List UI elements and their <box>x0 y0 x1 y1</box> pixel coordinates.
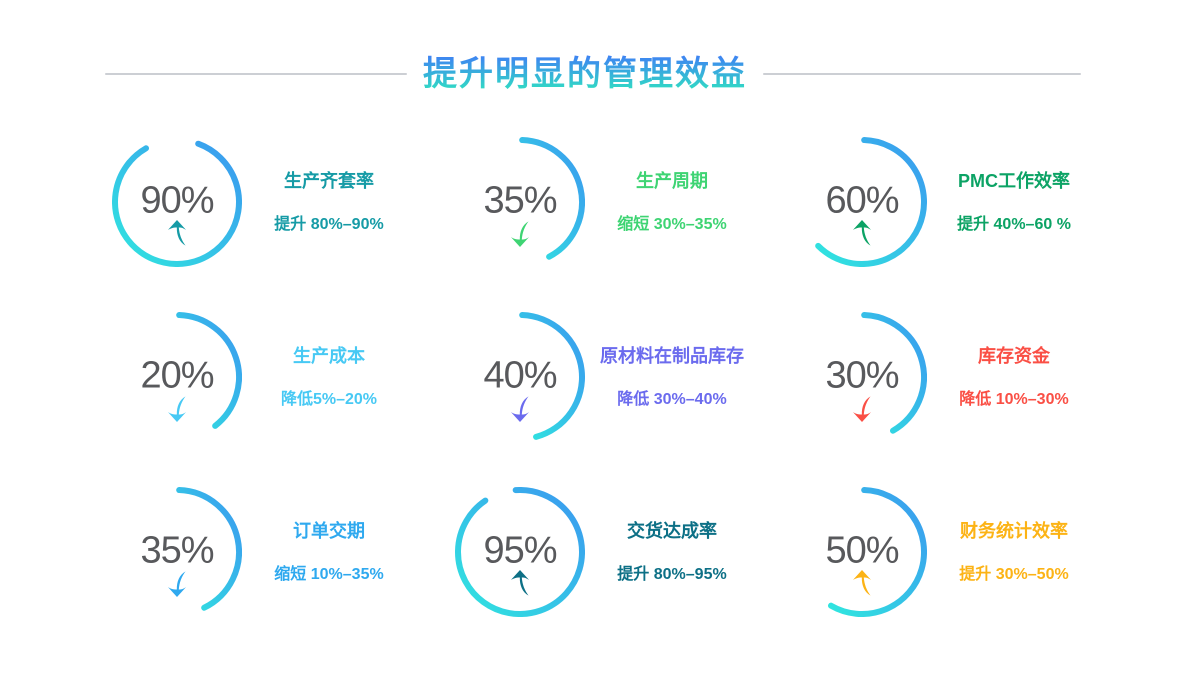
metric-card-production-kit-rate: 90% 生产齐套率 提升 80%–90% <box>112 137 455 267</box>
gauge-percent-value: 90% <box>140 179 214 222</box>
gauge-percent-value: 35% <box>483 179 557 222</box>
metric-change-range: 提升 40%–60 % <box>957 215 1071 233</box>
metric-change-range: 缩短 10%–35% <box>274 565 384 583</box>
metric-change-range: 提升 80%–90% <box>274 215 384 233</box>
gauge-ring: 90% <box>112 137 242 267</box>
metric-card-pmc-efficiency: 60% PMC工作效率 提升 40%–60 % <box>797 137 1140 267</box>
trend-down-icon <box>168 571 186 597</box>
gauge-percent-value: 30% <box>825 354 899 397</box>
gauge-arc <box>519 312 585 440</box>
metric-label-block: 原材料在制品库存 降低 30%–40% <box>585 312 759 442</box>
metrics-grid: 90% 生产齐套率 提升 80%–90% 35% 生产周期 缩短 30%–35% <box>112 137 1140 662</box>
gauge-ring: 30% <box>797 312 927 442</box>
gauge-percent-value: 95% <box>483 529 557 572</box>
metric-label-block: 库存资金 降低 10%–30% <box>927 312 1101 442</box>
slide-header: 提升明显的管理效益 <box>0 54 1186 95</box>
gauge-ring: 95% <box>455 487 585 617</box>
metric-title: 订单交期 <box>293 520 365 541</box>
metric-card-financial-statistics-efficiency: 50% 财务统计效率 提升 30%–50% <box>797 487 1140 617</box>
metric-label-block: 订单交期 缩短 10%–35% <box>242 487 416 617</box>
trend-down-icon <box>511 396 529 422</box>
trend-up-icon <box>511 570 529 596</box>
metric-title: 生产齐套率 <box>284 170 374 191</box>
metric-card-raw-material-wip-inventory: 40% 原材料在制品库存 降低 30%–40% <box>455 312 797 442</box>
trend-down-icon <box>853 396 871 422</box>
metric-title: 财务统计效率 <box>960 520 1068 541</box>
metric-title: 交货达成率 <box>627 520 717 541</box>
gauge-ring: 50% <box>797 487 927 617</box>
trend-up-icon <box>168 220 186 246</box>
gauge-arc <box>861 312 927 434</box>
metric-label-block: 生产周期 缩短 30%–35% <box>585 137 759 267</box>
metric-title: 库存资金 <box>978 345 1050 366</box>
metric-card-production-cycle: 35% 生产周期 缩短 30%–35% <box>455 137 797 267</box>
gauge-arc <box>176 487 242 611</box>
metric-change-range: 提升 30%–50% <box>959 565 1069 583</box>
metric-card-order-lead-time: 35% 订单交期 缩短 10%–35% <box>112 487 455 617</box>
gauge-percent-value: 40% <box>483 354 557 397</box>
metric-title: 生产成本 <box>293 345 365 366</box>
title-rule-right <box>763 73 1081 76</box>
page-title: 提升明显的管理效益 <box>423 55 747 93</box>
metric-title: 原材料在制品库存 <box>600 345 744 366</box>
trend-down-icon <box>168 396 186 422</box>
gauge-arc <box>519 137 585 260</box>
metric-label-block: 生产成本 降低5%–20% <box>242 312 416 442</box>
gauge-arc <box>455 487 585 617</box>
metric-card-production-cost: 20% 生产成本 降低5%–20% <box>112 312 455 442</box>
trend-up-icon <box>853 220 871 246</box>
gauge-percent-value: 35% <box>140 529 214 572</box>
metric-change-range: 降低 10%–30% <box>959 390 1069 408</box>
metric-title: 生产周期 <box>636 170 708 191</box>
gauge-ring: 35% <box>455 137 585 267</box>
gauge-arc <box>815 137 927 267</box>
gauge-arc <box>112 140 242 267</box>
gauge-ring: 40% <box>455 312 585 442</box>
metric-change-range: 提升 80%–95% <box>617 565 727 583</box>
metric-card-inventory-capital: 30% 库存资金 降低 10%–30% <box>797 312 1140 442</box>
metric-label-block: 生产齐套率 提升 80%–90% <box>242 137 416 267</box>
metric-card-delivery-achievement-rate: 95% 交货达成率 提升 80%–95% <box>455 487 797 617</box>
metric-label-block: 财务统计效率 提升 30%–50% <box>927 487 1101 617</box>
metric-change-range: 降低 30%–40% <box>617 390 727 408</box>
metric-change-range: 缩短 30%–35% <box>617 215 727 233</box>
gauge-percent-value: 20% <box>140 354 214 397</box>
metric-change-range: 降低5%–20% <box>280 390 378 408</box>
metric-title: PMC工作效率 <box>958 170 1070 191</box>
gauge-percent-value: 50% <box>825 529 899 572</box>
trend-down-icon <box>511 221 529 247</box>
metric-label-block: PMC工作效率 提升 40%–60 % <box>927 137 1101 267</box>
gauge-ring: 60% <box>797 137 927 267</box>
gauge-arc <box>828 487 927 617</box>
title-rule-left <box>105 73 407 76</box>
gauge-arc <box>176 312 242 429</box>
trend-up-icon <box>853 570 871 596</box>
gauge-ring: 20% <box>112 312 242 442</box>
metric-label-block: 交货达成率 提升 80%–95% <box>585 487 759 617</box>
gauge-ring: 35% <box>112 487 242 617</box>
gauge-percent-value: 60% <box>825 179 899 222</box>
